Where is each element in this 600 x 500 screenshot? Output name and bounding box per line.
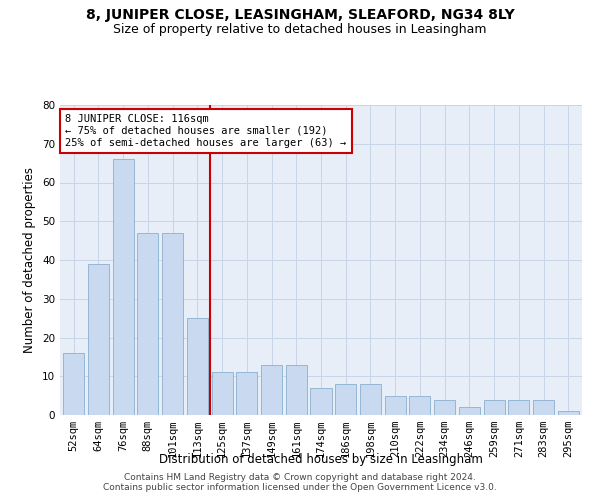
Bar (236, 372, 257, 415)
Bar (162, 233, 183, 415)
Bar (335, 384, 356, 415)
Bar (261, 364, 282, 415)
Text: Size of property relative to detached houses in Leasingham: Size of property relative to detached ho… (113, 22, 487, 36)
Bar (360, 384, 381, 415)
Bar (508, 400, 529, 415)
Bar (286, 364, 307, 415)
Bar (459, 407, 480, 415)
Bar (212, 372, 233, 415)
Bar (385, 396, 406, 415)
Bar (187, 318, 208, 415)
Text: 8, JUNIPER CLOSE, LEASINGHAM, SLEAFORD, NG34 8LY: 8, JUNIPER CLOSE, LEASINGHAM, SLEAFORD, … (86, 8, 514, 22)
Bar (63, 353, 84, 415)
Text: Distribution of detached houses by size in Leasingham: Distribution of detached houses by size … (159, 452, 483, 466)
Bar (558, 411, 579, 415)
Bar (484, 400, 505, 415)
Bar (409, 396, 430, 415)
Bar (113, 159, 134, 415)
Text: 8 JUNIPER CLOSE: 116sqm
← 75% of detached houses are smaller (192)
25% of semi-d: 8 JUNIPER CLOSE: 116sqm ← 75% of detache… (65, 114, 346, 148)
Bar (137, 233, 158, 415)
Bar (310, 388, 332, 415)
Text: Contains HM Land Registry data © Crown copyright and database right 2024.
Contai: Contains HM Land Registry data © Crown c… (103, 473, 497, 492)
Bar (533, 400, 554, 415)
Y-axis label: Number of detached properties: Number of detached properties (23, 167, 37, 353)
Bar (88, 264, 109, 415)
Bar (434, 400, 455, 415)
